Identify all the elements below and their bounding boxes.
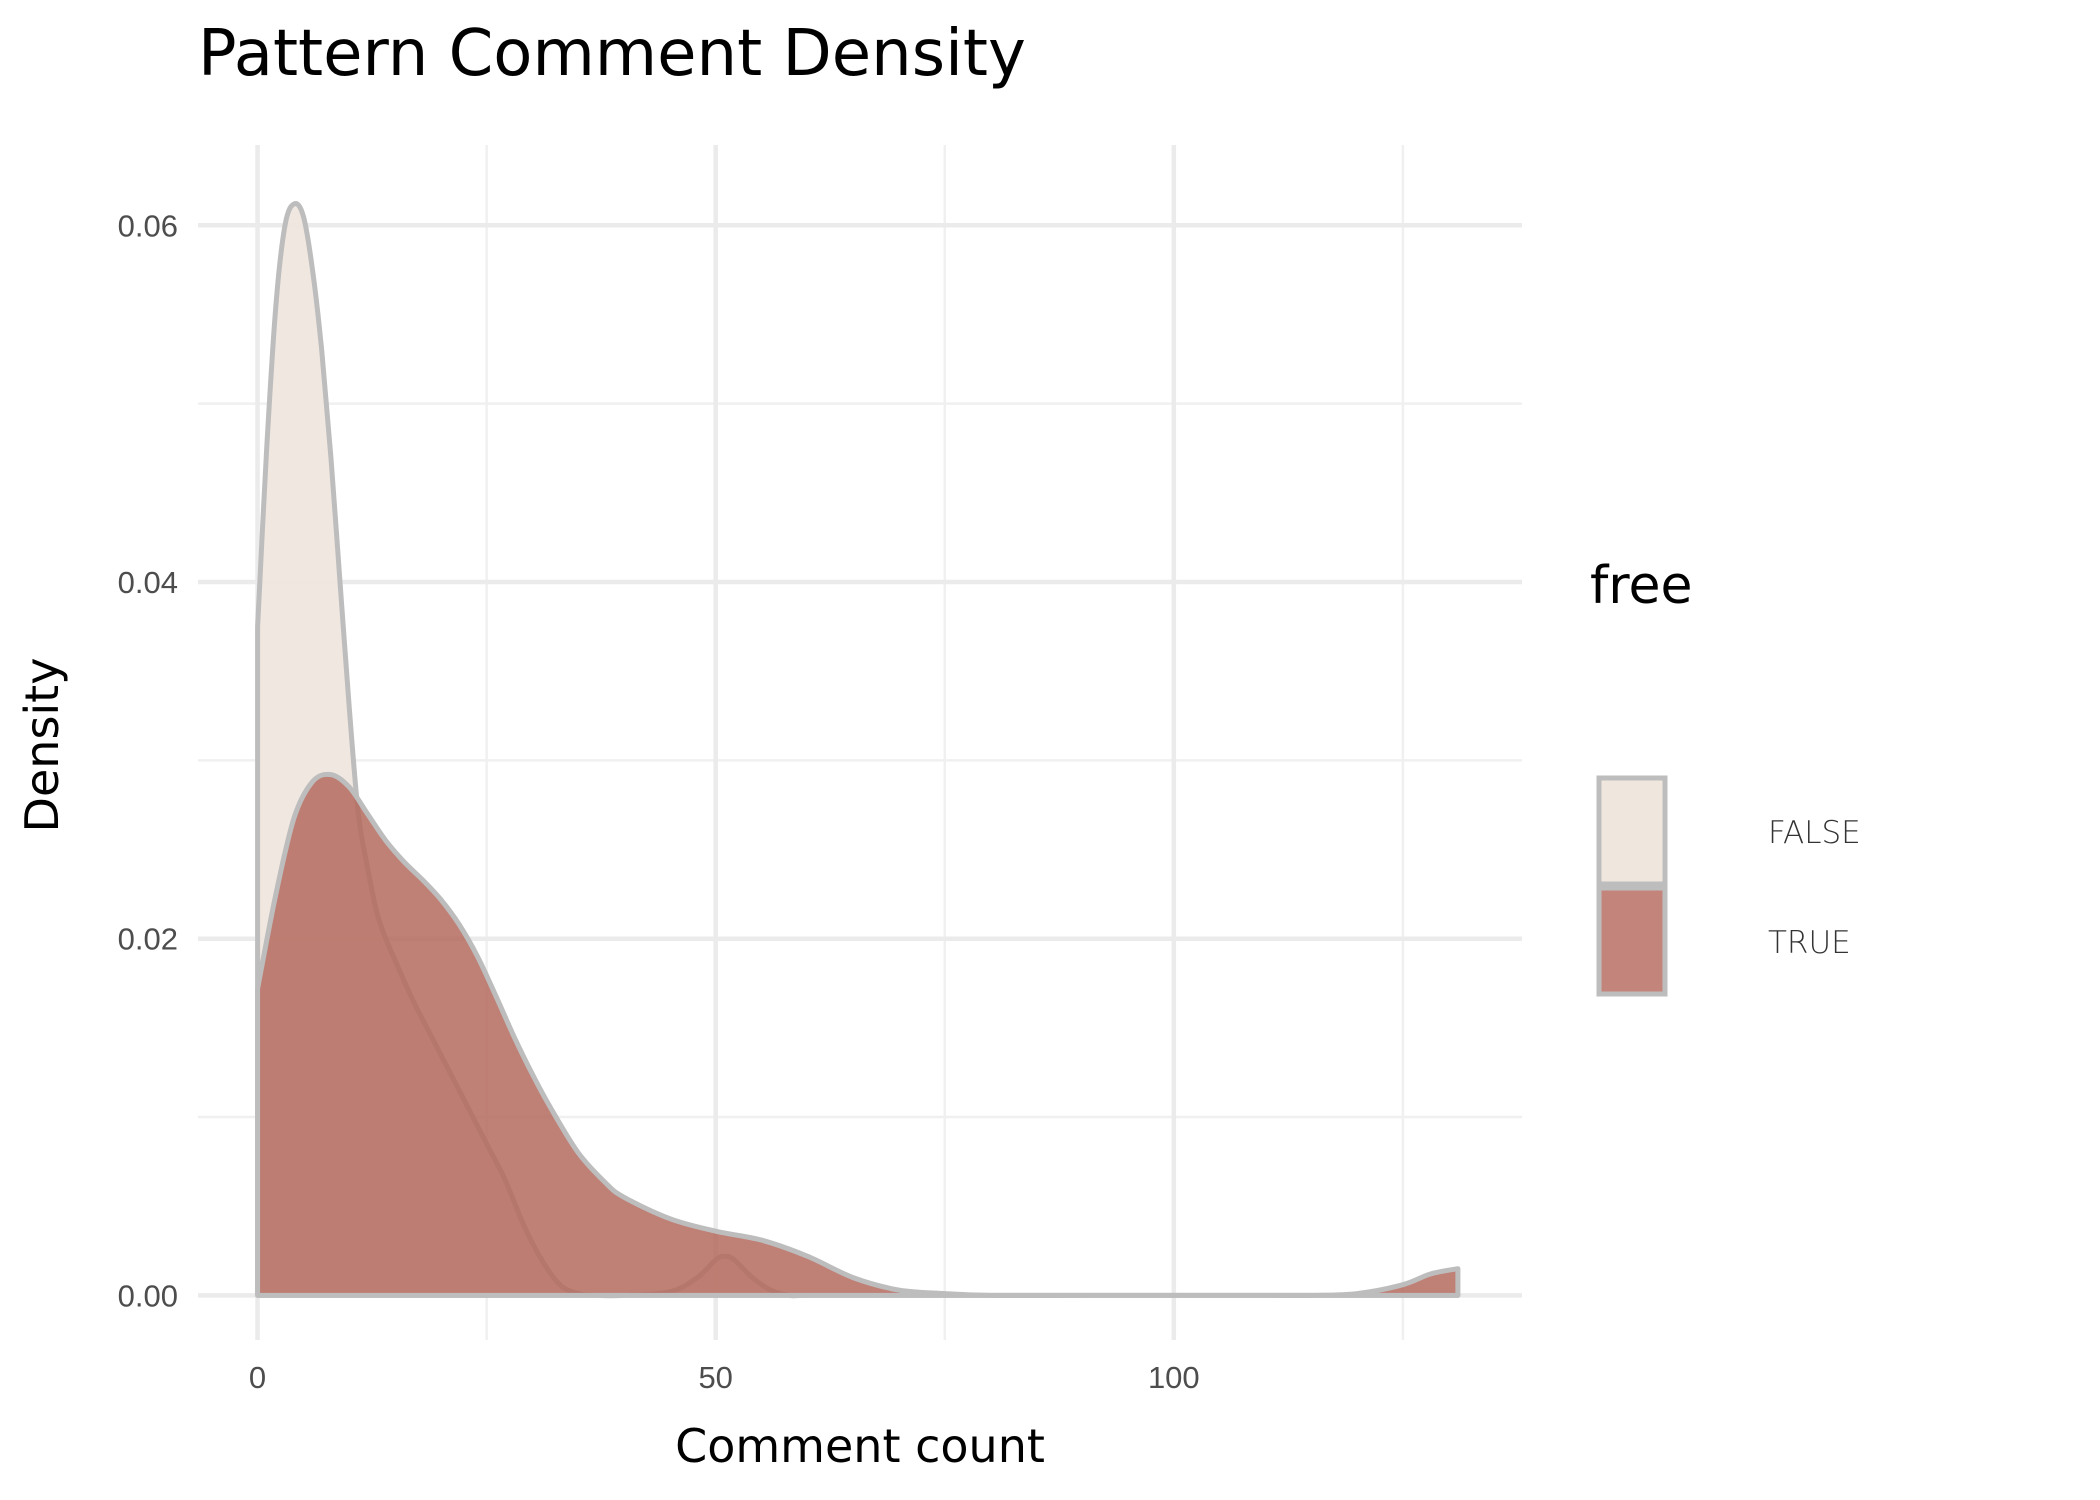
- density-area-true: [255, 771, 1461, 1299]
- legend-key-false: [1596, 775, 1668, 887]
- legend-label-true: TRUE: [1768, 925, 1851, 961]
- legend-label-false: FALSE: [1768, 815, 1861, 851]
- x-tick-label-0: 0: [249, 1360, 266, 1395]
- y-axis-ticks: 0.00 0.02 0.04 0.06: [118, 208, 178, 1313]
- legend: free FALSE TRUE: [1590, 556, 1861, 997]
- chart-title: Pattern Comment Density: [198, 17, 1026, 91]
- x-tick-label-1: 50: [698, 1360, 732, 1395]
- density-areas: [255, 201, 1461, 1299]
- y-tick-label-1: 0.02: [118, 922, 178, 957]
- x-axis-ticks: 0 50 100: [249, 1360, 1200, 1395]
- y-tick-label-0: 0.00: [118, 1278, 178, 1313]
- y-axis-title: Density: [15, 658, 69, 833]
- legend-title: free: [1590, 556, 1693, 616]
- x-axis-title: Comment count: [675, 1419, 1045, 1473]
- y-tick-label-2: 0.04: [118, 565, 178, 600]
- x-tick-label-2: 100: [1148, 1360, 1200, 1395]
- legend-key-true: [1596, 885, 1668, 997]
- y-tick-label-3: 0.06: [118, 208, 178, 243]
